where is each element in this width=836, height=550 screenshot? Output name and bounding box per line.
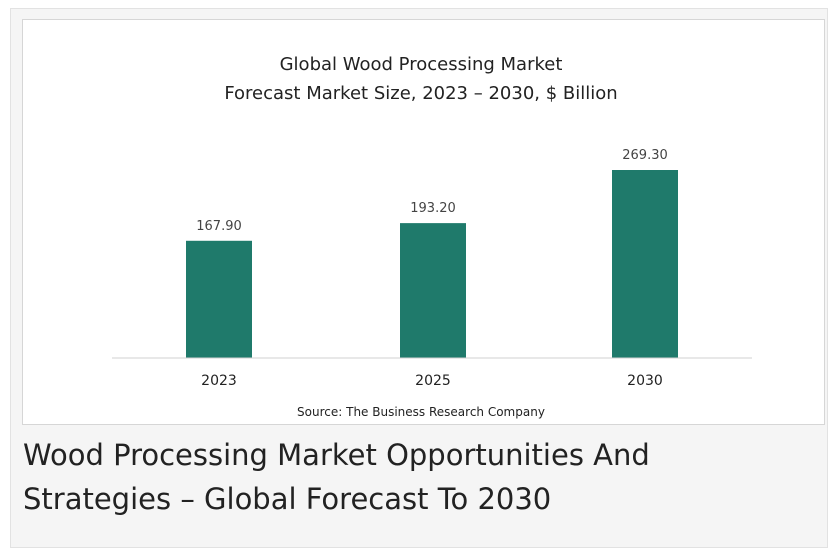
bar-2025 <box>400 223 466 358</box>
bar-2023 <box>186 240 252 358</box>
chart-frame: Global Wood Processing Market Forecast M… <box>22 19 825 425</box>
data-label-2025: 193.20 <box>410 201 456 216</box>
chart-source: Source: The Business Research Company <box>297 405 545 419</box>
x-tick-label-2030: 2030 <box>627 373 663 389</box>
data-label-2023: 167.90 <box>196 219 242 234</box>
x-tick-label-2023: 2023 <box>201 373 237 389</box>
bar-chart: Global Wood Processing Market Forecast M… <box>112 54 752 419</box>
data-label-2030: 269.30 <box>622 148 668 163</box>
article-card: Global Wood Processing Market Forecast M… <box>10 8 828 548</box>
chart-subtitle: Forecast Market Size, 2023 – 2030, $ Bil… <box>224 83 617 104</box>
chart-title: Global Wood Processing Market <box>280 54 563 75</box>
article-caption[interactable]: Wood Processing Market Opportunities And… <box>23 438 650 516</box>
bar-2030 <box>612 170 678 358</box>
x-tick-label-2025: 2025 <box>415 373 451 389</box>
bars-layer: 167.90 2023 193.20 2025 269.30 2030 <box>186 148 678 389</box>
